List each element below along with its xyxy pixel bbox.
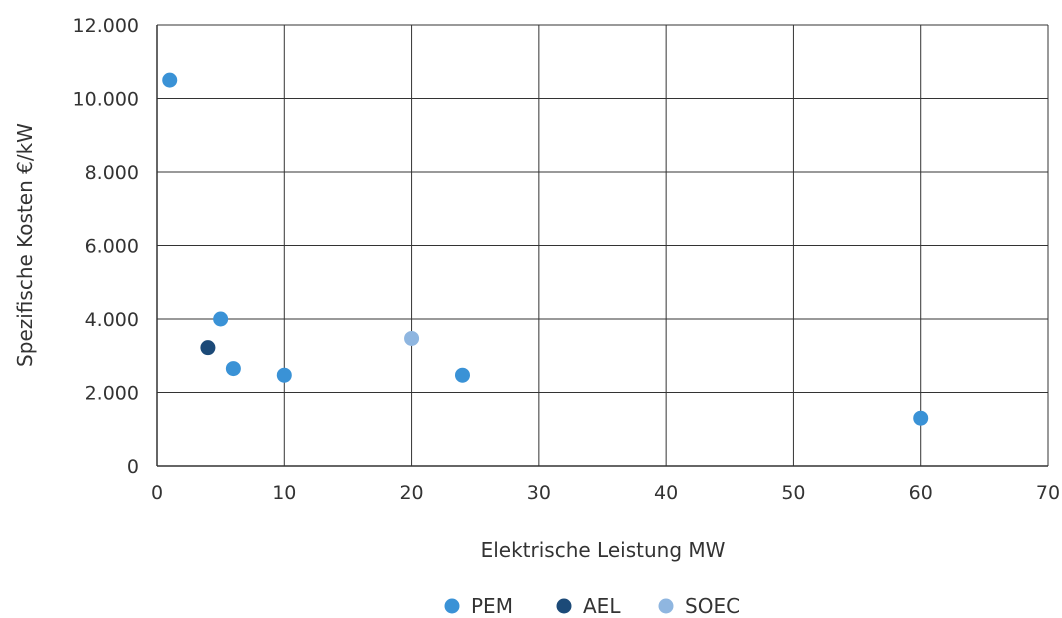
y-tick-label: 0 — [127, 456, 139, 478]
y-tick-label: 6.000 — [85, 236, 139, 258]
legend-label: PEM — [471, 594, 513, 618]
legend-marker — [444, 598, 460, 614]
y-tick-label: 12.000 — [73, 15, 139, 37]
y-tick-label: 8.000 — [85, 162, 139, 184]
y-axis-ticks: 0 2.000 4.000 6.000 8.000 10.000 12.000 — [73, 15, 139, 478]
y-tick-label: 10.000 — [73, 89, 139, 111]
x-tick-label: 70 — [1036, 482, 1060, 504]
legend-item-soec: SOEC — [658, 594, 740, 618]
data-point-pem — [913, 410, 929, 426]
data-point-ael — [200, 340, 216, 356]
x-axis-ticks: 0 10 20 30 40 50 60 70 — [151, 482, 1060, 504]
x-tick-label: 30 — [527, 482, 551, 504]
x-axis-title: Elektrische Leistung MW — [481, 538, 726, 562]
data-point-pem — [225, 361, 241, 377]
legend-marker — [556, 598, 572, 614]
data-points — [162, 72, 929, 426]
x-tick-label: 10 — [272, 482, 296, 504]
data-point-pem — [213, 311, 229, 327]
x-tick-label: 60 — [909, 482, 933, 504]
x-tick-label: 0 — [151, 482, 163, 504]
grid-lines — [157, 24, 1049, 466]
x-tick-label: 50 — [781, 482, 805, 504]
y-tick-label: 4.000 — [85, 309, 139, 331]
y-axis-title: Spezifische Kosten €/kW — [13, 123, 37, 367]
data-point-soec — [404, 330, 420, 346]
x-tick-label: 40 — [654, 482, 678, 504]
data-point-pem — [454, 367, 470, 383]
legend-item-pem: PEM — [444, 594, 513, 618]
axes — [156, 25, 1048, 467]
legend-item-ael: AEL — [556, 594, 621, 618]
legend-label: AEL — [583, 594, 621, 618]
legend-marker — [658, 598, 674, 614]
x-tick-label: 20 — [399, 482, 423, 504]
data-point-pem — [162, 72, 178, 88]
y-tick-label: 2.000 — [85, 383, 139, 405]
data-point-pem — [276, 367, 292, 383]
legend: PEM AEL SOEC — [444, 594, 740, 618]
legend-label: SOEC — [685, 594, 740, 618]
